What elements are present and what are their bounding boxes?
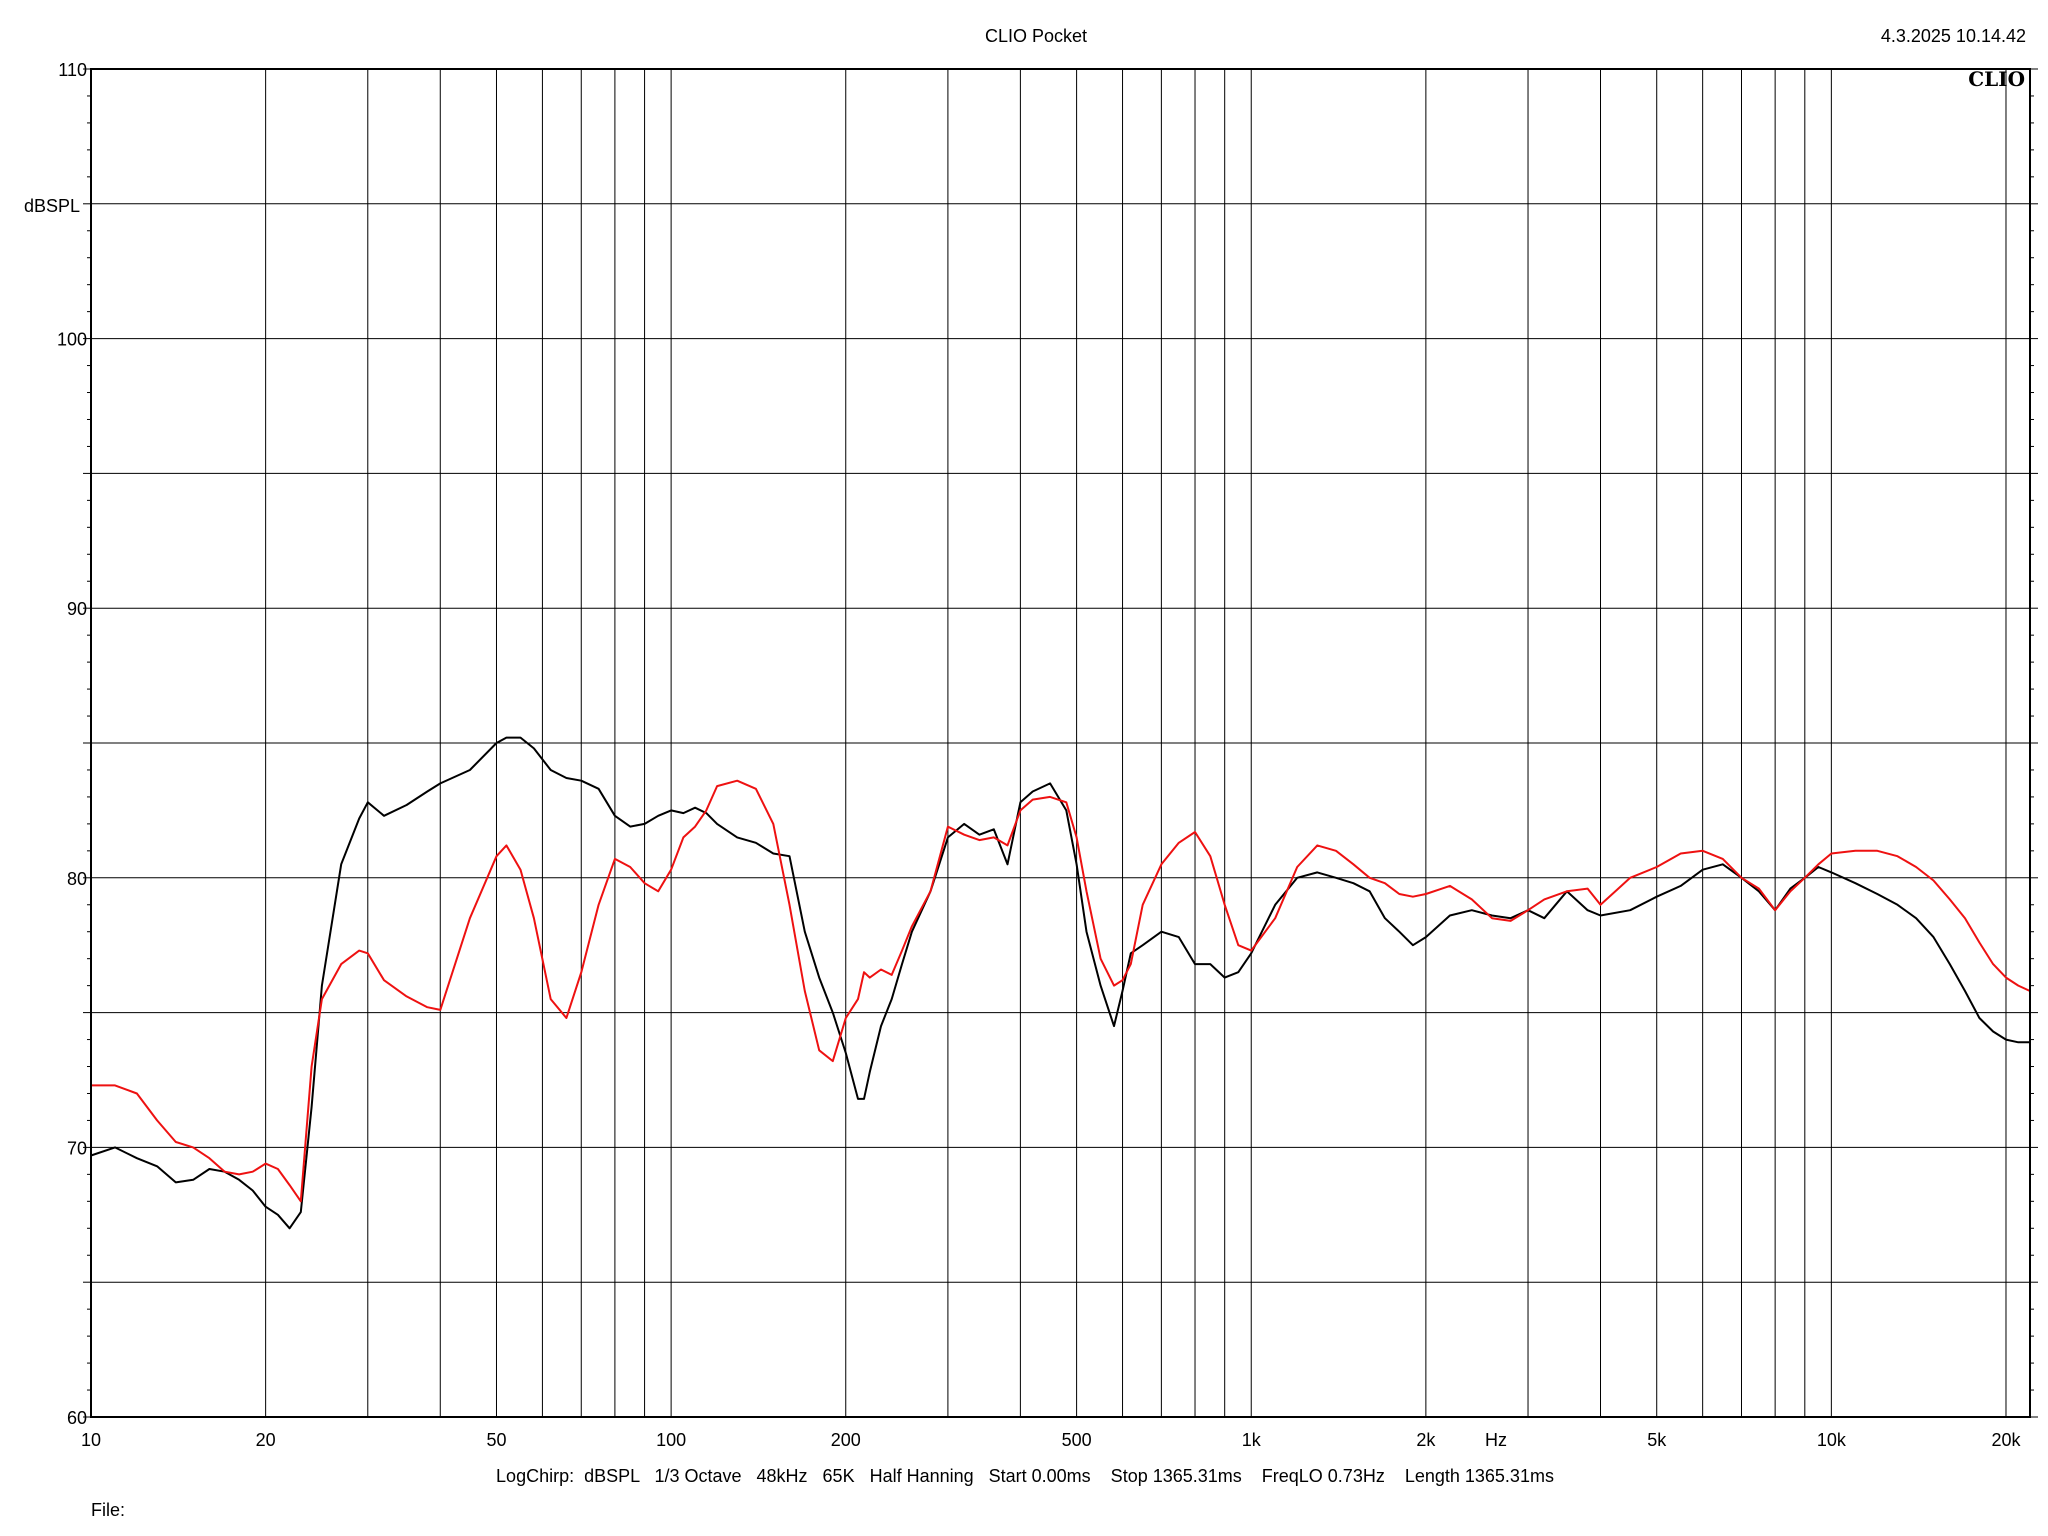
x-tick-label: 500	[1062, 1430, 1092, 1450]
chart-title: CLIO Pocket	[985, 26, 1087, 46]
x-tick-label: 10	[81, 1430, 101, 1450]
x-tick-label: 200	[831, 1430, 861, 1450]
x-tick-label: 20k	[1991, 1430, 2021, 1450]
y-tick-label: 70	[67, 1138, 87, 1158]
grid	[83, 68, 2038, 1418]
series-line-1	[90, 736, 2030, 1230]
traces	[90, 736, 2031, 1230]
y-tick-label: 80	[67, 869, 87, 889]
y-tick-label: 60	[67, 1408, 87, 1428]
tick-labels: 10 20 50 100 200 500 1k 2k 5k 10k 20k 60 70 80 90 100 11…	[57, 60, 2022, 1450]
y-axis-label: dBSPL	[24, 196, 80, 216]
file-label: File:	[91, 1500, 125, 1520]
series-line-2	[91, 779, 2031, 1203]
x-tick-label: 20	[256, 1430, 276, 1450]
x-axis-label: Hz	[1485, 1430, 1507, 1450]
y-tick-label: 100	[57, 330, 87, 350]
x-tick-label: 10k	[1817, 1430, 1847, 1450]
x-tick-label: 1k	[1242, 1430, 1262, 1450]
clio-logo: CLIO	[1968, 67, 2025, 91]
x-tick-label: 5k	[1647, 1430, 1667, 1450]
measurement-settings: LogChirp: dBSPL 1/3 Octave 48kHz 65K Hal…	[496, 1466, 1554, 1486]
x-tick-label: 50	[486, 1430, 506, 1450]
x-tick-label: 100	[656, 1430, 686, 1450]
timestamp: 4.3.2025 10.14.42	[1881, 26, 2026, 46]
x-tick-label: 2k	[1416, 1430, 1436, 1450]
y-tick-label: 90	[67, 599, 87, 619]
plot-frame	[90, 68, 2031, 1418]
y-tick-label: 110	[58, 60, 87, 80]
